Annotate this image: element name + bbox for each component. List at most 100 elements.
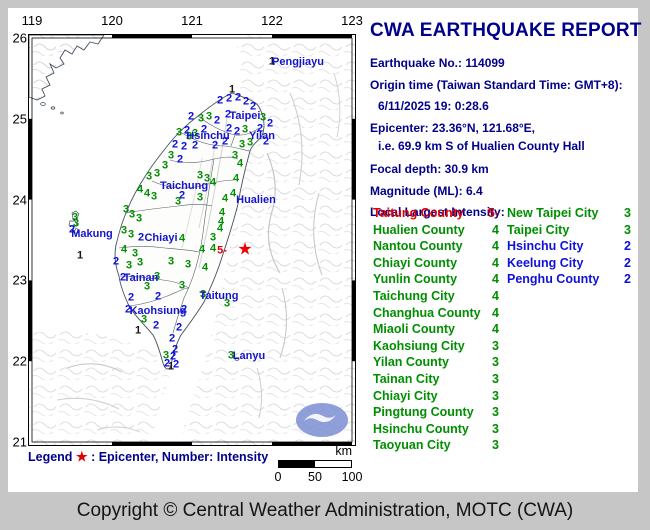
- intensity-marker: 4: [120, 243, 128, 256]
- intensity-marker: 3: [196, 191, 204, 204]
- intensity-marker: 5-: [217, 244, 227, 257]
- lon-tick-label: 123: [341, 13, 363, 28]
- intensity-marker: 2: [213, 114, 221, 127]
- intensity-marker: 2: [183, 124, 191, 137]
- intensity-marker: 3: [135, 212, 143, 225]
- intensity-row: Miaoli County 4: [373, 321, 499, 338]
- taiwan-map: [28, 34, 356, 446]
- intensity-marker: 4: [198, 243, 206, 256]
- intensity-marker: 4: [209, 242, 217, 255]
- intensity-marker: 2: [119, 271, 127, 284]
- intensity-marker: 3: [167, 255, 175, 268]
- region-name: Yunlin County: [373, 272, 458, 287]
- intensity-marker: 1: [134, 324, 142, 337]
- intensity-marker: 3: [223, 297, 231, 310]
- intensity-marker: 3: [143, 280, 151, 293]
- intensity-marker: 3: [231, 149, 239, 162]
- intensity-marker: 3: [174, 195, 182, 208]
- report-line: Origin time (Taiwan Standard Time: GMT+8…: [370, 78, 623, 92]
- region-name: Changhua County: [373, 305, 481, 320]
- intensity-value: 3: [492, 355, 499, 370]
- intensity-marker: 2: [127, 291, 135, 304]
- intensity-marker: 2: [163, 357, 171, 370]
- intensity-marker: 2: [68, 223, 76, 236]
- lon-tick-label: 119: [21, 13, 43, 28]
- city-label-hualien: Hualien: [236, 194, 276, 206]
- intensity-marker: 3: [199, 288, 207, 301]
- intensity-marker: 2: [211, 139, 219, 152]
- intensity-marker: 3: [162, 349, 170, 362]
- intensity-marker: 4: [143, 187, 151, 200]
- map-frame: [28, 34, 356, 446]
- city-label-yilan: Yilan: [249, 130, 275, 142]
- intensity-marker: 2: [171, 343, 179, 356]
- intensity-marker: 2: [249, 100, 257, 113]
- intensity-marker: 2: [112, 255, 120, 268]
- intensity-marker: 3: [259, 111, 267, 124]
- region-name: Yilan County: [373, 355, 449, 370]
- intensity-marker: 3: [197, 112, 205, 125]
- report-title: CWA EARTHQUAKE REPORT: [370, 20, 642, 41]
- region-name: Taichung City: [373, 288, 455, 303]
- intensity-marker: 2: [178, 189, 186, 202]
- city-label-taichung: Taichung: [159, 180, 209, 192]
- intensity-value: 2: [624, 239, 631, 254]
- intensity-value: 3: [624, 222, 631, 237]
- intensity-value: 4: [492, 305, 499, 320]
- intensity-marker: 2: [171, 138, 179, 151]
- intensity-value: 2: [624, 272, 631, 287]
- intensity-marker: 4: [218, 206, 226, 219]
- intensity-row: Chiayi City 3: [373, 388, 499, 405]
- intensity-marker: 3: [178, 279, 186, 292]
- intensity-marker: 2: [152, 319, 160, 332]
- report-line: Local Largest Intensity:: [370, 205, 505, 219]
- report-line: Focal depth: 30.9 km: [370, 162, 489, 176]
- intensity-row: Taitung County 5-: [373, 205, 499, 222]
- report-line: 6/11/2025 19: 0:28.6: [378, 99, 489, 113]
- scalebar-tick-label: 50: [308, 470, 322, 484]
- intensity-marker: 2: [225, 92, 233, 105]
- intensity-value: 4: [492, 255, 499, 270]
- intensity-marker: 3: [125, 259, 133, 272]
- intensity-marker: 1: [268, 55, 276, 68]
- intensity-value: 3: [492, 405, 499, 420]
- intensity-marker: 2: [256, 122, 264, 135]
- city-label-lanyu: Lanyu: [232, 350, 266, 362]
- intensity-marker: 4: [136, 183, 144, 196]
- intensity-marker: 2: [234, 91, 242, 104]
- intensity-marker: 2: [266, 117, 274, 130]
- region-name: Hualien County: [373, 222, 465, 237]
- scalebar: [278, 460, 352, 468]
- intensity-value: 3: [492, 371, 499, 386]
- intensity-marker: 2: [168, 332, 176, 345]
- intensity-marker: 3: [127, 228, 135, 241]
- map-legend: Legend ★ : Epicenter, Number: Intensity: [28, 449, 268, 465]
- intensity-marker: 3: [71, 211, 79, 224]
- intensity-table: Taitung County 5- Hualien County 4 Nantou Co…: [370, 205, 646, 465]
- intensity-marker: 3: [185, 130, 193, 143]
- copyright-bar: Copyright © Central Weather Administrati…: [0, 492, 650, 530]
- intensity-row: Hsinchu City 2: [507, 238, 631, 255]
- intensity-marker: 3: [241, 123, 249, 136]
- intensity-marker: 4: [236, 157, 244, 170]
- intensity-value: 5-: [487, 206, 499, 220]
- intensity-marker: 2: [191, 139, 199, 152]
- county-borders: [118, 115, 260, 334]
- region-name: Hsinchu City: [507, 239, 584, 254]
- region-name: Keelung City: [507, 255, 584, 270]
- intensity-marker: 2: [216, 94, 224, 107]
- intensity-value: 3: [492, 388, 499, 403]
- intensity-marker: 4: [221, 192, 229, 205]
- intensity-marker: 4: [232, 172, 240, 185]
- intensity-marker: 2: [242, 95, 250, 108]
- intensity-value: 3: [492, 338, 499, 353]
- intensity-marker: 1: [167, 360, 175, 373]
- intensity-marker: 1: [76, 249, 84, 262]
- intensity-marker: 3: [72, 217, 80, 230]
- intensity-value: 4: [492, 272, 499, 287]
- region-name: Pingtung County: [373, 405, 474, 420]
- relief-east-sea: [178, 35, 355, 445]
- city-label-chiayi: Chiayi: [144, 232, 178, 244]
- intensity-row: Yunlin County 4: [373, 271, 499, 288]
